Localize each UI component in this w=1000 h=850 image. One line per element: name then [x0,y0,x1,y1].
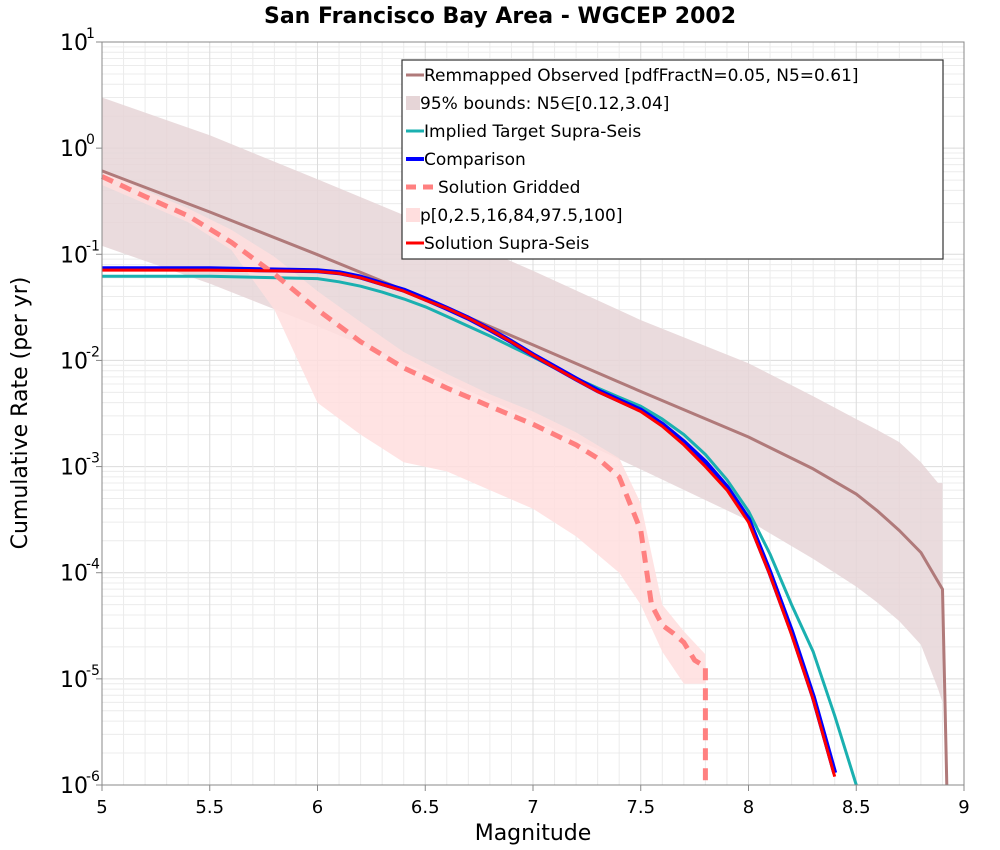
x-tick-label: 7 [527,797,538,818]
band-1 [102,170,706,684]
chart-title: San Francisco Bay Area - WGCEP 2002 [264,4,736,29]
legend-swatch [406,96,420,110]
y-tick-exponent: -6 [86,769,100,785]
legend-entry-label: Comparison [424,150,526,170]
y-tick-exponent: -1 [86,238,100,254]
legend-entry-label: Implied Target Supra-Seis [424,122,641,142]
series-line-6 [102,268,837,778]
legend-entry-label: 95% bounds: N5∈[0.12,3.04] [420,94,669,114]
legend: Remmapped Observed [pdfFractN=0.05, N5=0… [401,59,944,260]
y-tick-exponent: 1 [86,26,95,42]
legend-entry-label: Solution Supra-Seis [424,234,590,254]
x-tick-label: 6.5 [411,797,440,818]
y-tick-label: 10 [60,456,88,481]
y-tick-exponent: -3 [86,451,100,467]
legend-entry-label: Solution Gridded [438,178,580,198]
y-tick-label: 10 [60,243,88,268]
bands [102,97,943,703]
series-line-2 [101,169,949,786]
x-tick-label: 8.5 [842,797,871,818]
x-axis-label: Magnitude [475,821,592,846]
x-tick-label: 5 [96,797,107,818]
x-tick-label: 7.5 [626,797,655,818]
x-tick-label: 6 [312,797,323,818]
legend-entry-label: Remmapped Observed [pdfFractN=0.05, N5=0… [424,66,859,86]
x-tick-label: 8 [743,797,754,818]
legend-swatch [406,208,420,222]
y-tick-label: 10 [60,774,88,799]
legend-box [401,59,944,260]
x-tick-label: 5.5 [195,797,224,818]
y-tick-label: 10 [60,668,88,693]
y-tick-exponent: 0 [86,132,95,148]
lines [100,169,949,786]
series-line-5 [100,174,708,785]
y-tick-label: 10 [60,349,88,374]
legend-entry-label: p[0,2.5,16,84,97.5,100] [420,206,623,226]
ticks: 5 5.5 6 6.5 7 7.5 8 8.5 910-610-510-410-310-210-… [60,26,970,818]
y-axis-label: Cumulative Rate (per yr) [8,277,33,550]
y-tick-exponent: -2 [86,344,100,360]
y-tick-exponent: -4 [86,557,100,573]
y-tick-label: 10 [60,137,88,162]
band-0 [102,97,943,703]
y-tick-label: 10 [60,562,88,587]
y-tick-exponent: -5 [86,663,100,679]
x-tick-label: 9 [958,797,969,818]
y-tick-label: 10 [60,31,88,56]
